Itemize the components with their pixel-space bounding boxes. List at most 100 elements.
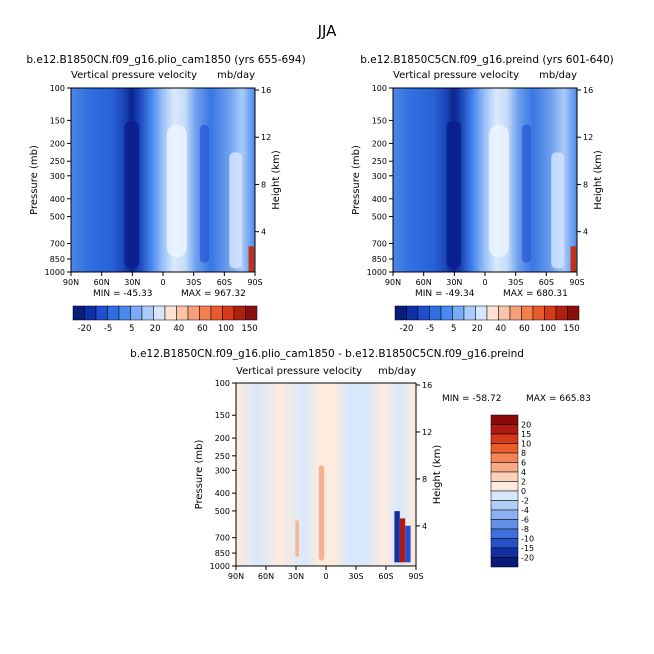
colorbar-swatch: [567, 305, 580, 321]
colorbar-label: 20: [472, 324, 483, 334]
y-tick-label: 100: [372, 84, 387, 93]
colorbar-swatch: [118, 305, 131, 321]
colorbar-swatch: [107, 305, 120, 321]
colorbar-swatch: [429, 305, 442, 321]
x-tick-label: 30N: [124, 278, 140, 287]
max-label: MAX = 680.31: [503, 289, 568, 299]
x-tick-label: 30N: [446, 278, 462, 287]
y-tick-label: 850: [372, 255, 387, 264]
subtitle-right: mb/day: [217, 70, 255, 81]
colorbar-swatch: [452, 305, 465, 321]
x-tick-label: 60N: [94, 278, 110, 287]
y-tick-label: 200: [372, 139, 387, 148]
subtitle-left: Vertical pressure velocity: [71, 70, 197, 81]
polar-subsidence: [551, 152, 565, 269]
colorbar-swatch: [233, 305, 246, 321]
colorbar-label: -15: [521, 544, 534, 553]
y-tick-label: 1000: [367, 268, 387, 277]
antarctic-descent: [248, 246, 255, 272]
itcz-ascent-core: [124, 121, 140, 269]
colorbar: -20 -5 5 20 40 60 100 150: [72, 305, 258, 334]
colorbar-label: 100: [218, 324, 234, 334]
colorbar-swatch: [210, 305, 223, 321]
x-tick-label: 60N: [416, 278, 432, 287]
y2-axis-title: Height (km): [593, 150, 604, 210]
colorbar-label: 100: [540, 324, 556, 334]
storm-track-ascent: [199, 124, 209, 263]
y2-tick-label: 4: [422, 522, 427, 531]
y-tick-label: 100: [215, 379, 230, 388]
y2-tick-label: 4: [583, 228, 588, 237]
x-tick-label: 30S: [348, 572, 363, 581]
colorbar-swatch: [475, 305, 488, 321]
y-axis-title: Pressure (mb): [351, 145, 362, 215]
colorbar-label: -2: [521, 497, 529, 506]
colorbar-label: 60: [197, 324, 208, 334]
y-tick-label: 400: [215, 489, 230, 498]
panel-title: b.e12.B1850C5CN.f09_g16.preind (yrs 601-…: [360, 54, 613, 66]
colorbar-swatch: [490, 509, 519, 520]
subtitle-right: mb/day: [539, 70, 577, 81]
colorbar-swatch: [490, 490, 519, 501]
subtitle-right: mb/day: [378, 366, 416, 377]
x-tick-label: 30S: [508, 278, 523, 287]
colorbar-swatch: [490, 519, 519, 530]
colorbar-label: -8: [521, 525, 529, 534]
contour-field: [236, 383, 416, 566]
y2-tick-label: 8: [422, 475, 427, 484]
colorbar-swatch: [417, 305, 430, 321]
colorbar-swatch: [95, 305, 108, 321]
y-tick-label: 150: [215, 411, 230, 420]
subtitle-left: Vertical pressure velocity: [393, 70, 519, 81]
colorbar-label: 2: [521, 478, 526, 487]
field-background: [236, 383, 416, 566]
colorbar-label: -4: [521, 506, 529, 515]
y-tick-label: 500: [372, 213, 387, 222]
colorbar-swatch: [72, 305, 85, 321]
colorbar-swatch: [532, 305, 545, 321]
colorbar-label: 8: [521, 449, 526, 458]
anomaly-negative: [405, 525, 411, 563]
itcz-ascent-core: [446, 121, 462, 269]
colorbar-swatch: [509, 305, 522, 321]
x-tick-label: 0: [323, 572, 328, 581]
colorbar-swatch: [199, 305, 212, 321]
y-tick-label: 700: [372, 239, 387, 248]
y-axis-title: Pressure (mb): [29, 145, 40, 215]
colorbar-swatch: [490, 424, 519, 435]
y2-axis-title: Height (km): [271, 150, 282, 210]
colorbar-swatch: [490, 414, 519, 425]
colorbar-swatch: [544, 305, 557, 321]
colorbar-label: 150: [241, 324, 257, 334]
x-tick-label: 60N: [258, 572, 274, 581]
y-tick-label: 700: [215, 534, 230, 543]
x-tick-label: 60S: [217, 278, 232, 287]
panel-preind: b.e12.B1850C5CN.f09_g16.preind (yrs 601-…: [351, 54, 614, 334]
colorbar: -20 -5 5 20 40 60 100 150: [394, 305, 580, 334]
colorbar-label: 10: [521, 440, 531, 449]
y-tick-label: 400: [50, 195, 65, 204]
colorbar-swatch: [153, 305, 166, 321]
panel-title: b.e12.B1850CN.f09_g16.plio_cam1850 (yrs …: [26, 54, 305, 66]
colorbar-swatch: [490, 462, 519, 473]
subsidence-core: [166, 124, 187, 258]
y-tick-label: 150: [50, 116, 65, 125]
y2-axis-title: Height (km): [432, 445, 443, 505]
colorbar-label: -10: [521, 535, 534, 544]
x-tick-label: 60S: [539, 278, 554, 287]
y-tick-label: 850: [215, 549, 230, 558]
field-background: [393, 88, 577, 272]
colorbar-swatch: [245, 305, 258, 321]
y-axis-title: Pressure (mb): [194, 440, 205, 510]
colorbar-label: -20: [521, 554, 534, 563]
figure-title: JJA: [317, 22, 338, 40]
y-tick-label: 700: [50, 239, 65, 248]
colorbar-swatch: [490, 481, 519, 492]
colorbar-swatch: [394, 305, 407, 321]
colorbar-swatch: [141, 305, 154, 321]
x-tick-label: 90S: [569, 278, 584, 287]
y-tick-label: 400: [372, 195, 387, 204]
y-tick-label: 850: [50, 255, 65, 264]
x-tick-label: 60S: [378, 572, 393, 581]
